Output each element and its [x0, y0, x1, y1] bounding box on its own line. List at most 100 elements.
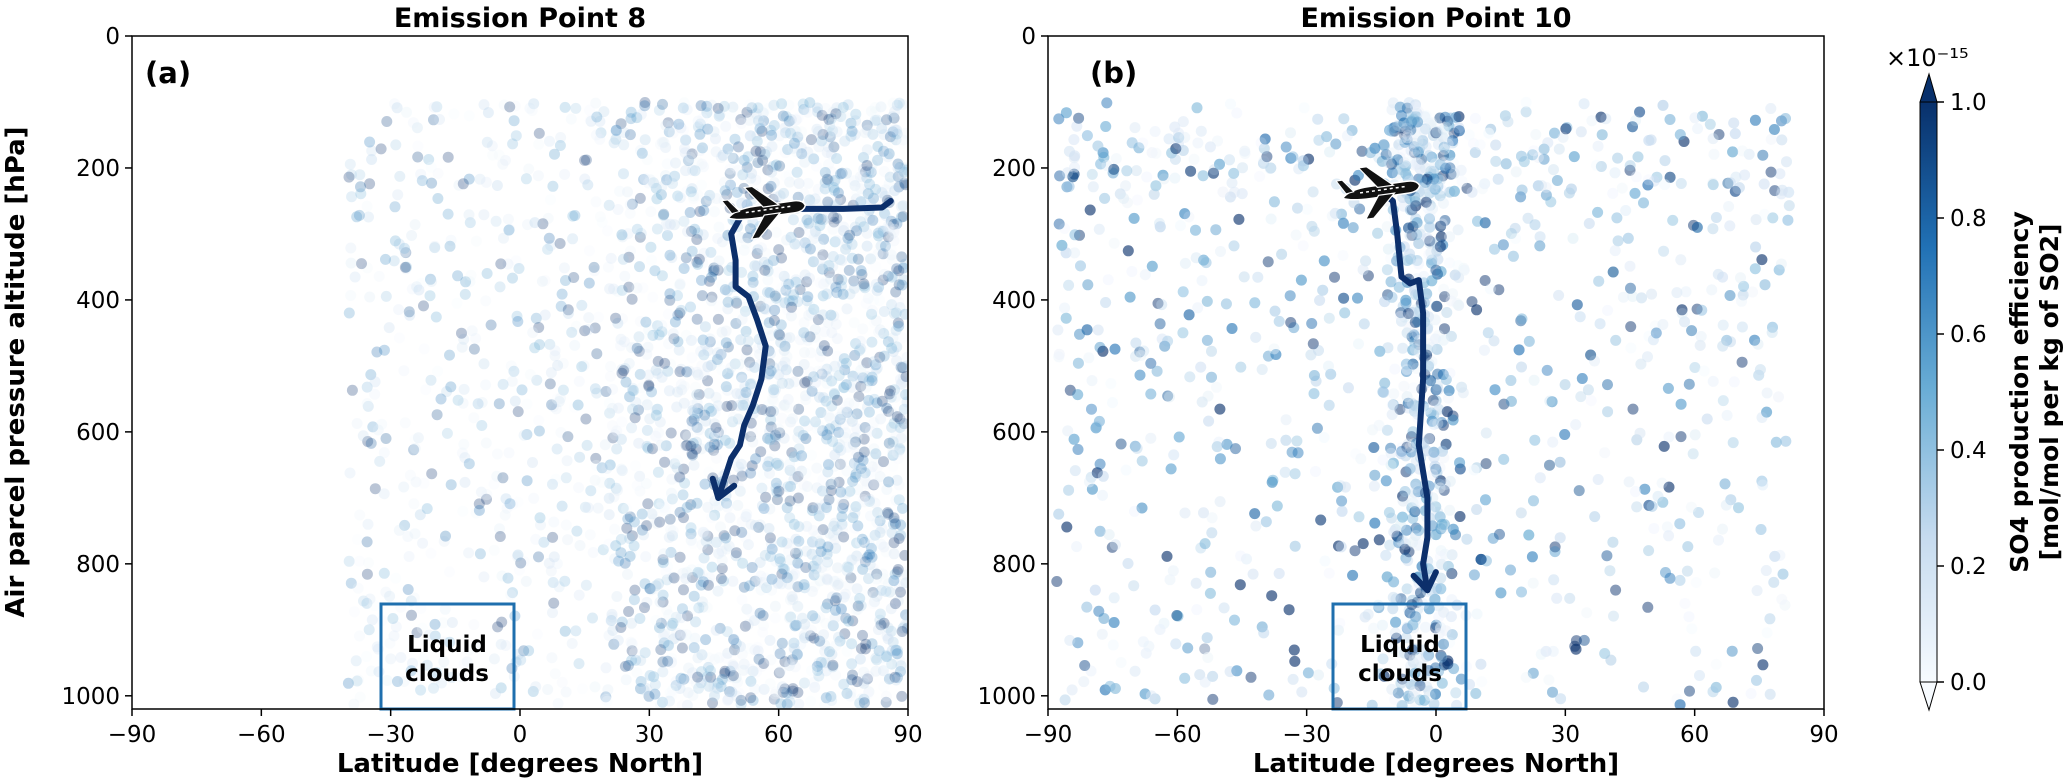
scatter-point — [428, 101, 440, 113]
scatter-point — [1563, 187, 1575, 199]
scatter-point — [1469, 112, 1481, 124]
scatter-point — [892, 453, 904, 465]
scatter-point — [507, 587, 518, 599]
scatter-point — [1130, 165, 1142, 177]
scatter-point — [793, 698, 805, 709]
scatter-point — [685, 672, 697, 684]
scatter-point — [533, 551, 544, 563]
scatter-point — [1395, 133, 1407, 145]
scatter-point — [820, 276, 832, 287]
scatter-point — [845, 117, 857, 129]
scatter-point — [888, 235, 900, 247]
scatter-point — [832, 273, 844, 285]
scatter-point — [788, 518, 800, 530]
scatter-point — [812, 365, 824, 377]
scatter-point — [343, 171, 355, 183]
scatter-point — [675, 612, 687, 624]
scatter-point — [874, 527, 886, 538]
scatter-point — [797, 612, 808, 624]
scatter-point — [829, 184, 840, 196]
scatter-point — [641, 440, 653, 452]
scatter-point — [769, 290, 781, 302]
scatter-point — [1775, 188, 1787, 200]
scatter-point — [897, 372, 908, 384]
scatter-point — [787, 594, 799, 605]
scatter-point — [364, 178, 376, 190]
scatter-point — [889, 384, 900, 396]
scatter-point — [719, 434, 731, 446]
scatter-point — [1170, 638, 1182, 650]
scatter-point — [1199, 676, 1211, 688]
scatter-point — [682, 226, 693, 238]
scatter-point — [828, 575, 840, 587]
scatter-point — [346, 191, 358, 203]
scatter-point — [670, 157, 681, 169]
scatter-point — [773, 423, 784, 435]
scatter-point — [868, 417, 880, 429]
scatter-point — [716, 563, 728, 574]
scatter-point — [762, 265, 774, 277]
scatter-point — [760, 491, 772, 503]
scatter-point — [821, 548, 833, 560]
scatter-point — [855, 343, 867, 355]
scatter-point — [820, 395, 832, 407]
scatter-point — [866, 461, 878, 473]
scatter-point — [616, 367, 628, 379]
scatter-point — [859, 490, 871, 502]
scatter-point — [848, 317, 860, 329]
scatter-point — [601, 695, 613, 707]
scatter-point — [750, 145, 762, 157]
scatter-point — [765, 365, 777, 377]
scatter-point — [344, 158, 356, 170]
scatter-point — [547, 531, 559, 543]
scatter-point — [675, 304, 687, 316]
scatter-point — [745, 663, 757, 675]
scatter-point — [1745, 688, 1757, 700]
scatter-point — [1332, 481, 1344, 493]
scatter-point — [657, 209, 669, 221]
scatter-point — [836, 254, 848, 266]
scatter-point — [731, 690, 743, 702]
scatter-point — [886, 342, 898, 354]
scatter-point — [690, 677, 702, 689]
scatter-point — [701, 100, 713, 112]
scatter-point — [369, 600, 381, 611]
scatter-point — [760, 247, 772, 259]
scatter-point — [697, 229, 709, 241]
scatter-point — [896, 626, 908, 637]
scatter-point — [799, 156, 811, 168]
scatter-point — [616, 284, 628, 296]
scatter-point — [529, 217, 541, 229]
scatter-point — [768, 255, 780, 266]
scatter-point — [801, 481, 813, 492]
scatter-point — [1423, 603, 1435, 615]
scatter-point — [681, 629, 692, 641]
scatter-point — [858, 666, 870, 678]
scatter-point — [747, 436, 759, 448]
scatter-point — [788, 646, 800, 657]
scatter-point — [650, 182, 662, 194]
scatter-point — [821, 288, 833, 300]
scatter-point — [808, 303, 820, 315]
scatter-point — [674, 192, 686, 204]
scatter-point — [809, 580, 821, 592]
scatter-point — [658, 548, 670, 560]
scatter-point — [657, 696, 668, 708]
scatter-point — [678, 397, 690, 409]
scatter-point — [691, 256, 703, 268]
scatter-point — [770, 477, 782, 489]
scatter-point — [818, 278, 830, 290]
scatter-point — [343, 555, 355, 567]
scatter-point — [846, 553, 858, 565]
scatter-point — [700, 634, 712, 646]
scatter-point — [500, 154, 511, 166]
scatter-point — [862, 688, 874, 700]
scatter-point — [624, 533, 636, 544]
scatter-point — [453, 179, 465, 191]
scatter-point — [709, 430, 720, 442]
scatter-point — [847, 370, 859, 382]
scatter-point — [696, 443, 707, 455]
scatter-point — [1444, 475, 1456, 487]
scatter-point — [880, 696, 892, 708]
scatter-point — [1390, 523, 1401, 535]
